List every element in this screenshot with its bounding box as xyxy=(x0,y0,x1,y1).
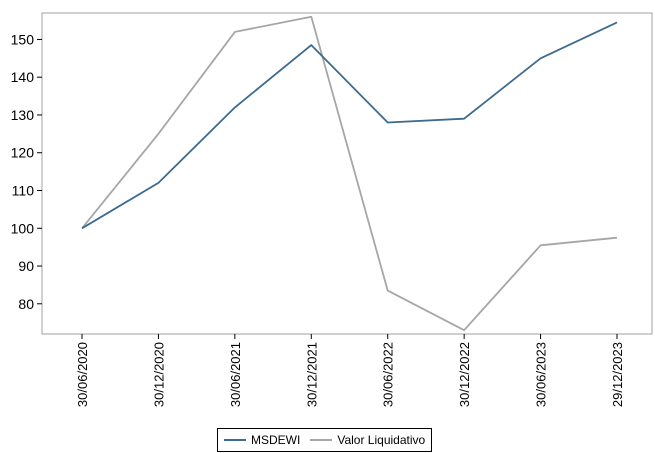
data-point-msdewi xyxy=(463,118,465,120)
legend: MSDEWI Valor Liquidativo xyxy=(217,428,433,452)
legend-swatch-valor-liquidativo xyxy=(310,439,333,441)
x-tick-label: 30/12/2021 xyxy=(304,342,319,407)
data-point-msdewi xyxy=(234,106,236,108)
x-tick-label: 30/06/2020 xyxy=(75,342,90,407)
y-tick-label: 150 xyxy=(11,31,35,47)
x-tick-label: 30/06/2023 xyxy=(534,342,549,407)
data-point-msdewi xyxy=(157,182,159,184)
data-point-valor-liquidativo xyxy=(234,31,236,33)
x-tick-label: 29/12/2023 xyxy=(610,342,625,407)
data-point-msdewi xyxy=(616,21,618,23)
series-line-valor-liquidativo xyxy=(81,15,618,332)
y-tick-label: 100 xyxy=(11,220,35,236)
x-tick-label: 30/12/2022 xyxy=(457,342,472,407)
data-point-valor-liquidativo xyxy=(616,237,618,239)
plot-frame xyxy=(41,12,653,335)
data-point-msdewi xyxy=(540,57,542,59)
data-point-msdewi xyxy=(387,122,389,124)
data-point-valor-liquidativo xyxy=(540,244,542,246)
data-point-valor-liquidativo xyxy=(387,290,389,292)
y-tick-label: 130 xyxy=(11,107,35,123)
data-point-msdewi xyxy=(81,227,83,229)
legend-label-valor-liquidativo: Valor Liquidativo xyxy=(337,433,426,447)
y-tick-label: 120 xyxy=(11,145,35,161)
data-point-valor-liquidativo xyxy=(310,16,312,18)
y-tick-label: 80 xyxy=(18,296,34,312)
data-point-valor-liquidativo xyxy=(157,133,159,135)
x-tick-label: 30/06/2021 xyxy=(228,342,243,407)
y-tick-label: 90 xyxy=(18,258,34,274)
y-tick-label: 140 xyxy=(11,69,35,85)
x-tick-label: 30/06/2022 xyxy=(381,342,396,407)
x-tick-label: 30/12/2020 xyxy=(151,342,166,407)
data-point-valor-liquidativo xyxy=(463,329,465,331)
legend-swatch-msdewi xyxy=(224,439,246,441)
series-line-msdewi xyxy=(81,21,618,230)
y-tick-label: 110 xyxy=(12,182,35,198)
legend-item-msdewi: MSDEWI xyxy=(224,433,300,447)
data-point-msdewi xyxy=(310,44,312,46)
legend-item-valor-liquidativo: Valor Liquidativo xyxy=(310,433,425,447)
legend-label-msdewi: MSDEWI xyxy=(251,433,301,447)
